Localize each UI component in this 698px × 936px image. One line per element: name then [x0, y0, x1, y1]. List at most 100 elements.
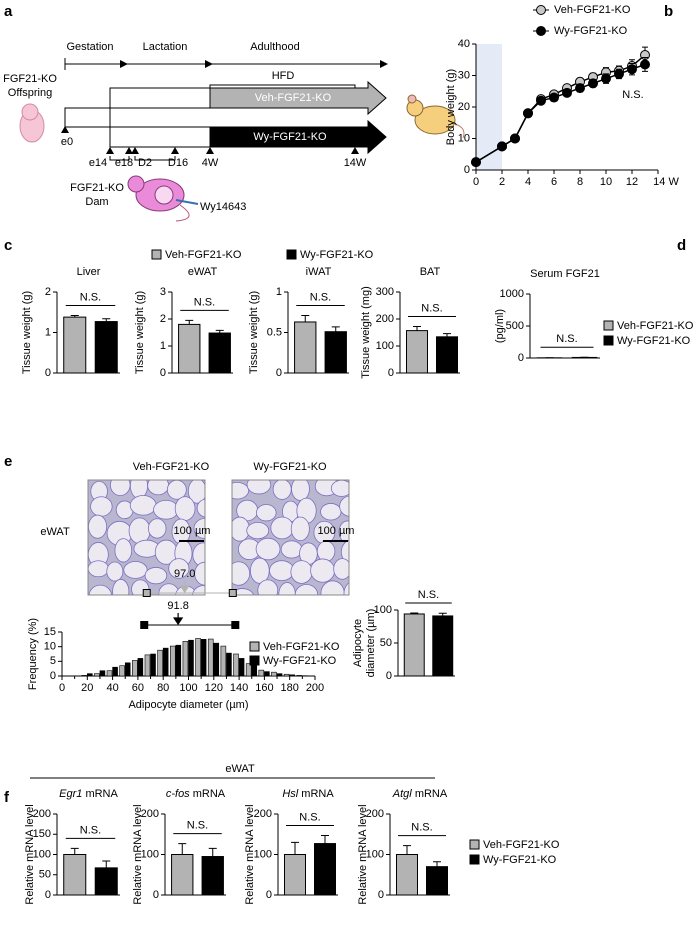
- image-frame: [231, 479, 350, 596]
- legend-label: Wy-FGF21-KO: [617, 335, 691, 347]
- y-tick-label: 200: [254, 808, 272, 820]
- x-tick-label: 180: [281, 682, 299, 694]
- y-tick-label: 15: [44, 626, 56, 638]
- legend-label: Veh-FGF21-KO: [554, 4, 631, 16]
- y-tick-label: 200: [376, 313, 394, 325]
- error-bar: [413, 326, 421, 331]
- adipocyte: [232, 588, 254, 595]
- legend-marker: [536, 5, 546, 15]
- bar: [233, 653, 239, 677]
- y-axis-label: Tissue weight (g): [21, 291, 33, 374]
- chart-title: Hsl mRNA: [282, 788, 334, 800]
- bar: [99, 670, 106, 677]
- mean-label: 97.0: [174, 568, 195, 580]
- y-axis-label: diameter (µm): [365, 609, 377, 678]
- adipocyte: [232, 481, 250, 500]
- adipocyte: [129, 480, 148, 499]
- gene-name: c-fos: [166, 788, 190, 800]
- dam-label: Dam: [85, 196, 108, 208]
- image-title: Veh-FGF21-KO: [133, 461, 210, 473]
- y-tick-label: 200: [33, 808, 51, 820]
- bar: [124, 662, 131, 677]
- chart-title: c-fos mRNA: [166, 788, 226, 800]
- gene-name: Hsl: [282, 788, 298, 800]
- bar: [571, 356, 598, 359]
- y-tick-label: 50: [380, 637, 392, 649]
- y-tick-label: 1: [160, 340, 166, 352]
- y-axis-label: Adipocyte: [352, 619, 364, 667]
- annotation: N.S.: [80, 291, 101, 303]
- y-tick-label: 300: [376, 286, 394, 298]
- panel-label: c: [4, 237, 12, 254]
- x-tick-label: 20: [81, 682, 93, 694]
- y-tick-label: 0: [153, 889, 159, 901]
- error-bar: [301, 314, 310, 322]
- prenatal-box: [64, 107, 111, 128]
- error-bar: [185, 319, 194, 325]
- bar: [213, 642, 220, 677]
- adipocyte: [290, 560, 313, 584]
- bar: [432, 615, 454, 677]
- error-bar: [321, 834, 329, 844]
- bar: [251, 665, 258, 677]
- chart-title: eWAT: [188, 266, 218, 278]
- bar: [162, 647, 169, 677]
- timepoint-label: e14: [89, 157, 107, 169]
- mean-arrow: [173, 613, 184, 626]
- y-tick-label: 50: [39, 869, 51, 881]
- x-tick-label: 14 W: [653, 176, 679, 188]
- bar: [150, 653, 156, 677]
- adipocyte: [147, 518, 167, 539]
- bar: [171, 854, 194, 896]
- annotation: N.S.: [194, 296, 215, 308]
- bar: [238, 658, 245, 677]
- y-axis-label: Relative mRNA level: [132, 804, 144, 904]
- bar: [119, 665, 125, 677]
- adipocyte: [110, 480, 131, 497]
- y-tick-label: 200: [366, 808, 384, 820]
- y-tick-label: 0: [50, 670, 56, 682]
- range-end: [228, 589, 237, 597]
- adipocyte: [290, 516, 310, 542]
- marker: [562, 87, 572, 98]
- offspring-label: Offspring: [8, 87, 52, 99]
- title-text: mRNA: [193, 788, 226, 800]
- bar: [436, 336, 458, 374]
- panel-label: f: [4, 789, 10, 806]
- timepoint-label: e18: [115, 157, 133, 169]
- adipocyte: [280, 540, 303, 559]
- bar: [112, 666, 118, 677]
- annotation: N.S.: [418, 589, 439, 601]
- x-tick-label: 8: [577, 176, 583, 188]
- y-tick-label: 1: [276, 286, 282, 298]
- x-axis-label: Adipocyte diameter (µm): [128, 699, 248, 711]
- error-bar: [291, 841, 299, 855]
- marker: [601, 73, 611, 84]
- timepoint-label: e0: [61, 136, 73, 148]
- phase-label: Lactation: [143, 41, 188, 53]
- bar: [63, 854, 87, 896]
- bar: [207, 638, 214, 677]
- bar: [81, 675, 88, 677]
- bar: [144, 654, 151, 677]
- bar: [157, 649, 163, 677]
- adipocyte: [88, 560, 109, 578]
- bar: [396, 854, 418, 896]
- error-bar: [443, 333, 451, 337]
- mean-label: 91.8: [167, 600, 188, 612]
- marker: [497, 141, 507, 152]
- diet-label: HFD: [272, 70, 295, 82]
- y-tick-label: 1000: [500, 288, 524, 300]
- adipocyte: [112, 578, 130, 595]
- y-tick-label: 100: [254, 848, 272, 860]
- y-tick-label: 10: [458, 132, 470, 144]
- bar: [324, 331, 347, 374]
- bar: [226, 652, 232, 677]
- adipocyte: [246, 521, 270, 540]
- scale-bar-label: 100 µm: [174, 525, 211, 537]
- adipocyte: [320, 580, 345, 595]
- range-end: [142, 589, 151, 597]
- chart-title: Serum FGF21: [530, 268, 600, 280]
- bar: [245, 663, 252, 677]
